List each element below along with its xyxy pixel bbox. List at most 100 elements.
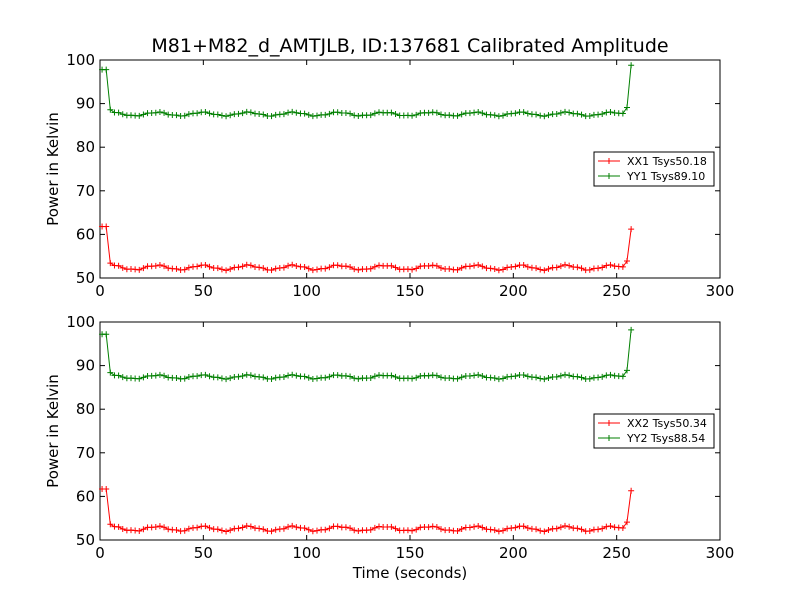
- data-point: [388, 109, 395, 116]
- x-tick-label: 200: [499, 282, 528, 300]
- data-point: [624, 104, 630, 111]
- data-point: [367, 374, 374, 381]
- data-point: [136, 527, 143, 534]
- data-point: [466, 524, 473, 531]
- data-point: [413, 526, 420, 533]
- data-point: [289, 261, 296, 268]
- data-point: [314, 527, 320, 534]
- data-point: [553, 111, 560, 118]
- data-point: [152, 109, 159, 116]
- data-point: [371, 263, 378, 270]
- data-point: [586, 528, 593, 535]
- legend-entry: XX1 Tsys50.18: [627, 155, 707, 168]
- data-point: [562, 371, 568, 378]
- data-point: [388, 523, 395, 530]
- data-point: [173, 265, 180, 272]
- data-point: [235, 264, 242, 271]
- data-point: [260, 111, 267, 118]
- y-tick-label: 50: [76, 531, 95, 549]
- data-point: [347, 525, 354, 532]
- data-point: [140, 111, 147, 118]
- data-point: [185, 373, 192, 380]
- data-point: [367, 265, 374, 272]
- data-point: [512, 110, 519, 117]
- data-point: [599, 111, 606, 118]
- data-point: [520, 371, 527, 378]
- data-point: [285, 523, 292, 530]
- data-point: [223, 376, 230, 383]
- data-point: [495, 267, 502, 274]
- data-point: [367, 526, 374, 533]
- data-point: [119, 264, 126, 271]
- data-point: [351, 266, 358, 273]
- data-point: [566, 523, 573, 530]
- data-point: [285, 109, 292, 116]
- data-point: [156, 109, 163, 116]
- data-point: [433, 372, 440, 379]
- data-point: [260, 265, 267, 272]
- data-point: [479, 524, 486, 531]
- data-point: [239, 524, 246, 531]
- data-point: [347, 373, 354, 380]
- data-point: [206, 373, 213, 380]
- data-point: [557, 524, 564, 531]
- data-point: [326, 525, 333, 532]
- data-point: [586, 266, 593, 273]
- data-point: [392, 373, 399, 380]
- data-point: [371, 524, 378, 531]
- data-point: [140, 265, 147, 272]
- data-point: [413, 374, 420, 381]
- data-point: [115, 523, 122, 530]
- data-point: [235, 525, 242, 532]
- data-point: [136, 375, 143, 382]
- series-line-2: [102, 65, 632, 117]
- data-point: [272, 265, 279, 272]
- data-point: [235, 110, 242, 117]
- data-point: [173, 527, 180, 534]
- data-point: [429, 523, 436, 530]
- data-point: [471, 109, 478, 116]
- data-point: [413, 111, 420, 118]
- data-point: [562, 522, 568, 529]
- data-point: [247, 109, 254, 116]
- data-point: [247, 372, 254, 379]
- data-point: [256, 110, 263, 117]
- data-point: [256, 264, 263, 271]
- legend-marker: [606, 420, 612, 426]
- data-point: [438, 374, 444, 381]
- data-point: [322, 374, 329, 381]
- data-point: [454, 527, 461, 534]
- data-point: [371, 110, 378, 117]
- data-point: [607, 371, 614, 378]
- x-tick-label: 100: [292, 544, 321, 562]
- data-point: [256, 525, 263, 532]
- data-point: [334, 372, 341, 379]
- data-point: [607, 108, 614, 115]
- data-point: [541, 267, 548, 274]
- data-point: [301, 263, 308, 270]
- data-point: [268, 113, 275, 120]
- data-point: [161, 372, 168, 379]
- data-point: [272, 526, 279, 533]
- data-point: [103, 331, 110, 338]
- data-point: [566, 109, 573, 116]
- data-point: [520, 262, 527, 269]
- data-point: [156, 523, 163, 530]
- data-point: [342, 524, 349, 531]
- data-point: [342, 263, 349, 270]
- data-point: [537, 375, 544, 382]
- data-point: [115, 109, 122, 116]
- data-point: [218, 527, 225, 534]
- data-point: [504, 525, 511, 532]
- data-point: [194, 110, 201, 117]
- y-tick-label: 70: [76, 182, 95, 200]
- data-point: [471, 523, 478, 530]
- y-tick-label: 70: [76, 444, 95, 462]
- data-point: [214, 111, 221, 118]
- data-point: [314, 375, 320, 382]
- data-point: [309, 113, 316, 120]
- data-point: [475, 371, 482, 378]
- data-point: [438, 265, 444, 272]
